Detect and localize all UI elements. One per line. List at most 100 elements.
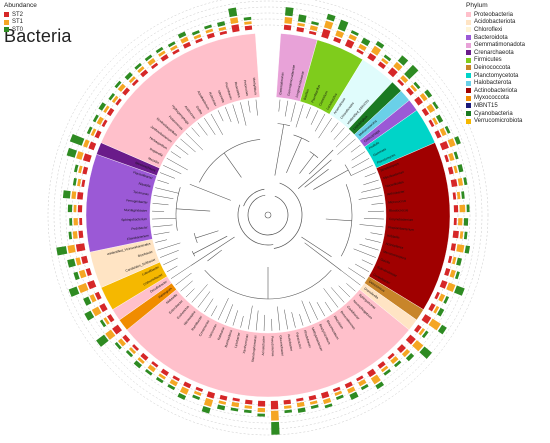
abundance-bar [309,25,318,32]
abundance-bar [81,255,89,264]
tree-branch [255,310,259,331]
abundance-bar [349,391,359,400]
tree-branch [308,149,334,175]
abundance-bar [82,166,89,175]
abundance-bar [322,397,332,405]
abundance-bar [375,40,385,49]
tree-branch [363,218,384,220]
guide-ring [59,6,477,424]
phylum-legend-item: Acidobacteriota [466,19,525,27]
abundance-bar [333,36,342,44]
leaf-label: Bacillus [303,88,310,100]
abundance-bar [182,41,192,49]
abundance-legend: Abundance ST2 ST1 ST0 [4,2,37,34]
abundance-bar [400,75,409,84]
abundance-legend-swatch [4,27,9,33]
abundance-bar [397,79,405,87]
abundance-bar [117,83,126,92]
tree-branch [232,104,240,124]
tree-branch [195,230,219,239]
tree-branch [232,310,239,326]
abundance-bar [296,401,305,408]
leaf-label: Ferruginibacter [126,198,149,204]
abundance-bar [73,204,77,213]
abundance-bar [424,89,433,99]
abundance-bar [151,361,159,368]
abundance-bar [332,386,341,392]
abundance-bar [270,400,279,410]
abundance-bar [337,19,349,32]
tree-branch [324,301,332,313]
abundance-bar [71,191,77,200]
abundance-bar [334,390,343,396]
guide-ring [47,0,489,436]
leaf-label: Pedobacter [131,225,149,231]
abundance-bar [205,28,214,34]
tree-branch [273,182,303,249]
abundance-bar [158,373,166,380]
abundance-bar [450,179,458,188]
phylum-legend-label: Planctomycetota [474,72,519,79]
abundance-bar [94,291,102,300]
abundance-legend-label: ST0 [12,26,24,33]
abundance-bar [320,391,330,399]
leaf-label: Rhodobacter [303,330,313,350]
leaf-label: Pelomonas [243,80,250,97]
abundance-bar [404,64,419,80]
leaf-label: Luteolibacter [141,265,160,277]
abundance-bar [412,340,424,352]
leaf-label: Delftia [195,105,203,115]
tree-branch [363,179,379,186]
guide-ring [77,24,459,406]
abundance-bar [122,334,131,343]
abundance-bar [77,205,83,213]
abundance-bar [244,405,252,409]
abundance-bar [466,204,470,213]
abundance-bar [82,153,92,163]
abundance-bar [183,381,192,389]
tree-branch [365,238,381,243]
abundance-bar [380,365,389,373]
abundance-bar [192,394,201,400]
abundance-bar [78,230,84,239]
leaf-label: Niastella [138,181,151,188]
abundance-bar [284,409,293,414]
abundance-bar [360,384,369,391]
abundance-bar [78,269,87,279]
leaf-label: Mucilaginibacter [124,208,148,213]
leaf-label: Stenotrophomonas [251,335,258,363]
abundance-bar [356,48,364,55]
abundance-bar [451,256,457,265]
abundance-bar [177,392,187,400]
leaf-label: Gluconobacter [279,335,285,357]
abundance-bar [414,324,422,333]
abundance-bar [428,318,441,331]
leaf-label: Mycobacterium [383,170,405,180]
abundance-bar [421,314,432,324]
abundance-bar [367,368,377,378]
abundance-bar [456,244,465,253]
guide-ring [71,18,465,412]
tree-branch [297,159,332,189]
abundance-bar [155,376,164,384]
abundance-bar [410,84,418,92]
abundance-bar [167,384,176,391]
abundance-bar [439,127,447,137]
abundance-bar [463,231,468,240]
abundance-bar [367,52,377,62]
tree-branch [301,236,332,257]
leaf-label: Gemmatimonas [278,72,284,95]
abundance-bar [454,271,460,280]
abundance-bar [387,67,398,78]
abundance-bar [96,116,104,126]
phylum-legend-item: Myxococcota [466,95,525,103]
abundance-bar [356,375,364,382]
abundance-bar [311,21,319,26]
tree-branch [217,297,229,320]
tree-branch [155,239,168,243]
abundance-bar [439,280,448,289]
abundance-bar [447,138,456,148]
abundance-bar [444,154,450,163]
abundance-bar [160,54,169,62]
